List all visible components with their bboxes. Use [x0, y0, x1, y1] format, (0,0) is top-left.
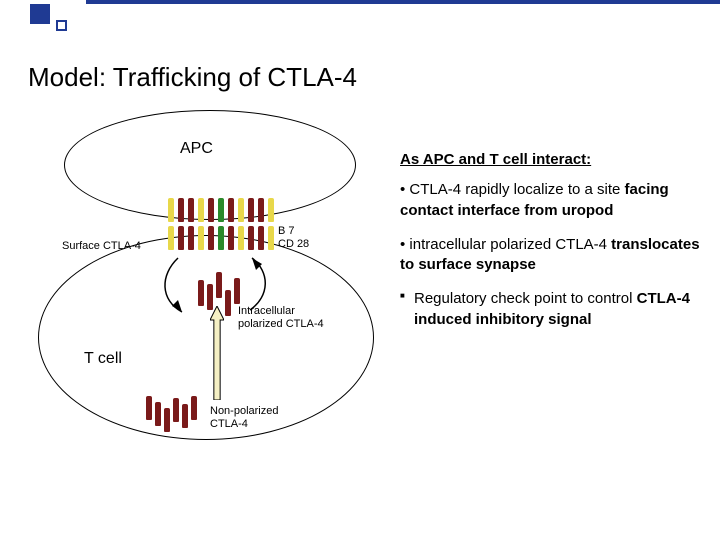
bullet-2: • intracellular polarized CTLA-4 translo… — [400, 235, 700, 276]
bullet-3: Regulatory check point to control CTLA-4… — [400, 289, 700, 330]
bullet-1: • CTLA-4 rapidly localize to a site faci… — [400, 180, 700, 221]
slide-stage: Model: Trafficking of CTLA-4 APC T cell … — [0, 0, 720, 540]
explanation-text: As APC and T cell interact: • CTLA-4 rap… — [400, 150, 700, 344]
up-arrow — [210, 306, 224, 400]
text-heading: As APC and T cell interact: — [400, 150, 700, 170]
